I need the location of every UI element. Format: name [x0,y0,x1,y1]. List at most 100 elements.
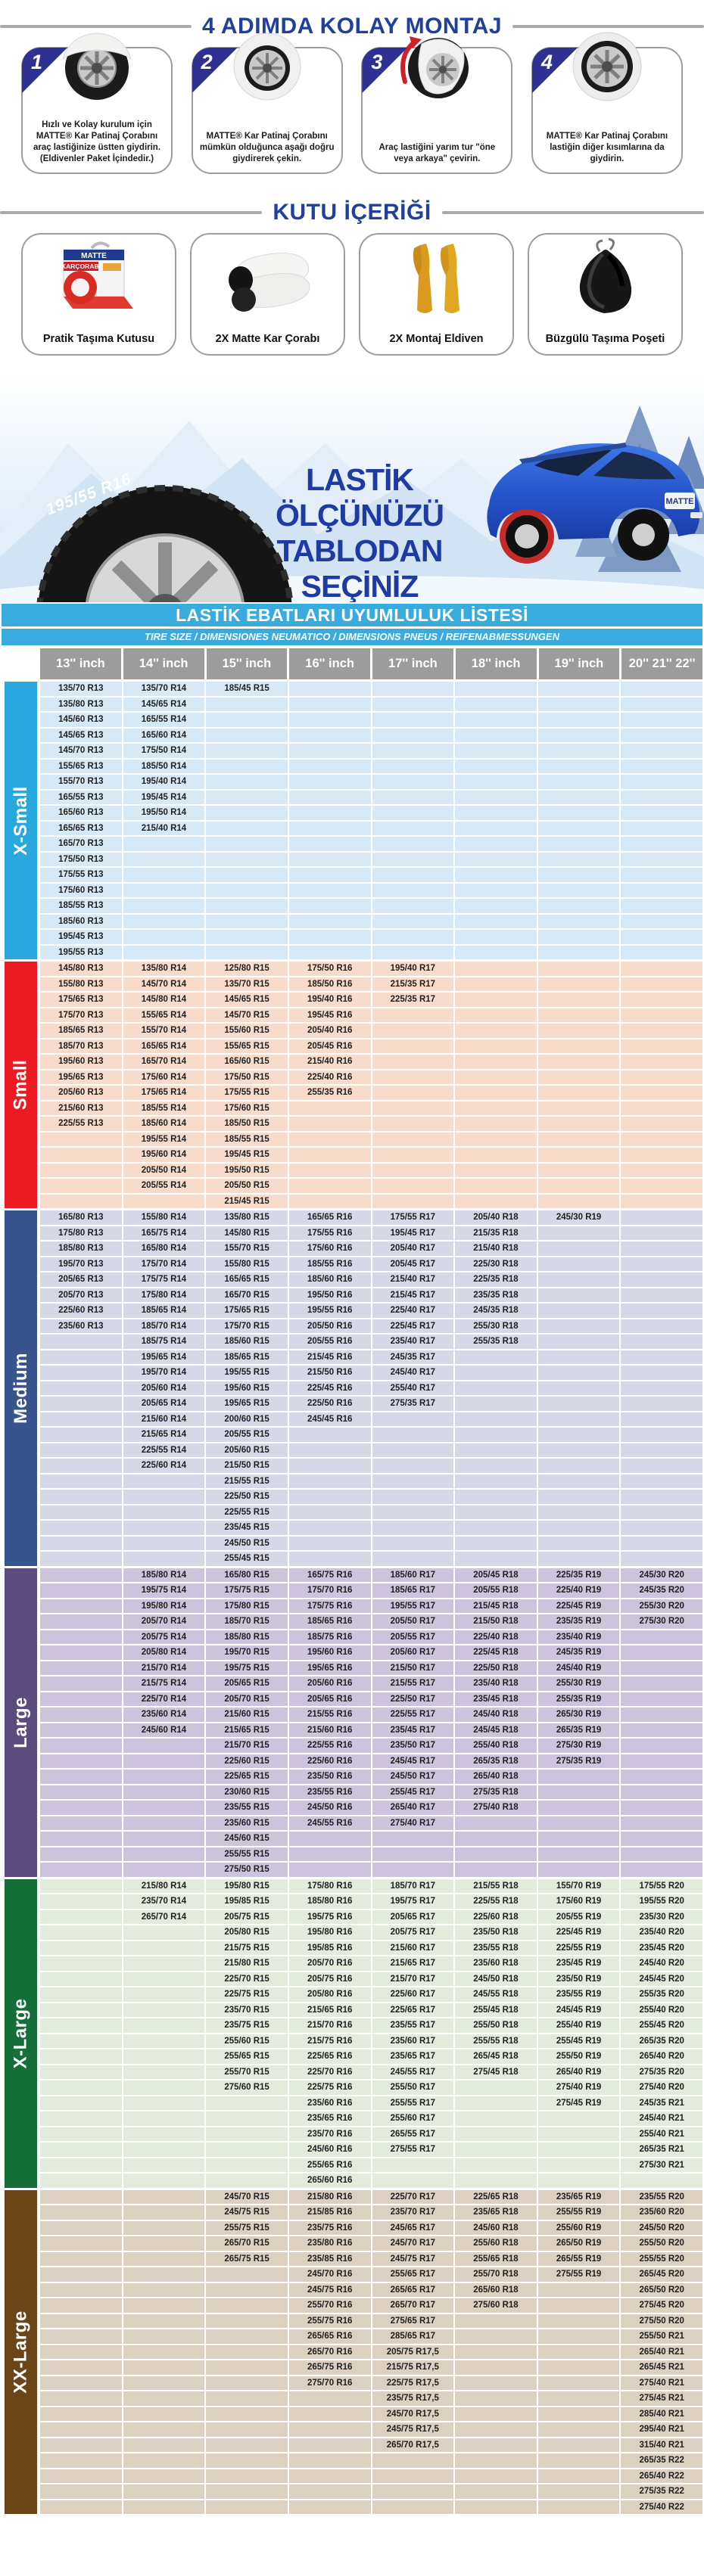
tire-size-cell: 275/40 R22 [621,2500,702,2514]
tire-illustration-large [36,485,294,602]
column-header: 15'' inch [206,648,288,679]
tire-size-cell [621,945,702,959]
size-section-x-large: X-Large 215/80 R14 195/80 R15 175/80 R16 185… [2,1878,702,2188]
tire-size-cell [537,1132,620,1146]
tire-size-cell [123,2376,205,2390]
step-number-text: 2 [192,48,238,93]
tire-size-cell [40,2080,122,2095]
tire-size-cell: 135/80 R13 [40,697,122,711]
tire-size-cell [455,2407,537,2421]
tire-size-cell [372,914,454,928]
tire-size-cell [40,2003,122,2017]
header-spacer [5,648,37,679]
tire-size-cell: 185/55 R15 [206,1132,288,1146]
tire-size-cell: 235/65 R17 [372,2049,454,2064]
tire-size-cell [123,2034,205,2048]
tire-size-cell [206,821,288,835]
tire-size-cell: 275/40 R19 [537,2080,620,2095]
tire-size-cell: 245/75 R16 [288,2282,371,2297]
tire-size-cell: 215/75 R15 [206,1941,288,1955]
size-category-label: XX-Large [5,2189,37,2514]
tire-size-cell: 225/55 R13 [40,1117,122,1131]
tire-size-cell: 245/60 R15 [206,1832,288,1846]
tire-size-cell: 245/60 R16 [288,2143,371,2157]
tire-size-cell: 265/35 R21 [621,2143,702,2157]
tire-size-cell [288,868,371,882]
tire-size-cell: 185/70 R13 [40,1039,122,1053]
tire-size-cell: 195/45 R13 [40,930,122,944]
step-number: 2 [201,51,213,73]
tire-size-cell [621,962,702,976]
tire-size-cell [288,852,371,866]
tire-size-cell: 215/65 R16 [288,2003,371,2017]
tire-size-cell [621,993,702,1007]
tire-size-cell [537,1381,620,1395]
tire-size-cell: 165/80 R13 [40,1210,122,1225]
tire-size-cell [40,2484,122,2499]
size-category-label: Large [5,1568,37,1877]
tire-size-cell: 195/65 R16 [288,1661,371,1675]
tire-size-cell [372,1132,454,1146]
tire-size-cell [206,2143,288,2157]
tire-size-cell: 235/60 R13 [40,1319,122,1333]
tire-size-cell [123,2345,205,2359]
tire-size-cell: 255/65 R16 [288,2158,371,2172]
tire-size-cell: 205/80 R15 [206,1925,288,1940]
tire-size-cell [537,1101,620,1115]
tire-size-cell: 225/55 R17 [372,1707,454,1722]
tire-size-cell: 245/55 R16 [288,1816,371,1830]
tire-size-cell [40,2158,122,2172]
column-header: 17'' inch [372,648,453,679]
tire-size-cell: 265/35 R19 [537,1723,620,1737]
tire-size-cell: 245/30 R19 [537,1210,620,1225]
tire-size-cell [621,1304,702,1318]
size-category-label: Small [5,962,37,1208]
tire-size-cell [40,1661,122,1675]
tire-size-cell [123,1536,205,1550]
tire-size-cell: 215/75 R16 [288,2034,371,2048]
tire-size-cell [206,2313,288,2328]
tire-size-cell: 195/45 R17 [372,1226,454,1240]
tire-size-cell [455,1350,537,1364]
tire-with-sock-image [193,29,341,104]
tire-size-cell [372,1443,454,1457]
tire-size-cell [123,2329,205,2344]
tire-size-cell: 265/30 R19 [537,1707,620,1722]
tire-size-cell [537,2298,620,2313]
tire-size-cell [40,2298,122,2313]
tire-size-cell: 185/60 R14 [123,1117,205,1131]
tire-size-cell: 235/75 R17,5 [372,2391,454,2406]
tire-size-cell [288,837,371,851]
tire-size-cell: 185/55 R16 [288,1257,371,1271]
tire-size-cell [372,775,454,789]
tire-size-cell [621,1723,702,1737]
tire-size-cell: 205/65 R15 [206,1676,288,1691]
tire-size-cell: 265/40 R17 [372,1801,454,1815]
tire-size-cell [621,1272,702,1287]
tire-size-cell [206,2376,288,2390]
tire-size-cell: 235/50 R18 [455,1925,537,1940]
tire-size-cell: 255/40 R18 [455,1739,537,1753]
tire-size-cell: 275/45 R21 [621,2391,702,2406]
tire-size-cell [455,682,537,696]
tire-size-cell [537,744,620,758]
tire-size-cell: 165/80 R14 [123,1241,205,1256]
tire-size-cell [40,2391,122,2406]
steps-section-title: 4 ADIMDA KOLAY MONTAJ [201,14,503,39]
tire-size-cell: 275/40 R20 [621,2080,702,2095]
tire-size-cell [288,1163,371,1177]
tire-size-cell [537,945,620,959]
tire-size-cell: 185/60 R15 [206,1335,288,1349]
tire-size-cell: 255/60 R18 [455,2236,537,2251]
tire-size-cell: 255/40 R20 [621,2003,702,2017]
tire-size-cell [40,1381,122,1395]
tire-size-cell: 165/75 R14 [123,1226,205,1240]
tire-size-cell [288,1521,371,1535]
size-section-large: Large 185/80 R14 165/80 R15 165/75 R16 185/6… [2,1568,702,1877]
size-section-medium: Medium 165/80 R13 155/80 R14 135/80 R15 165/… [2,1210,702,1566]
tire-size-cell: 275/50 R15 [206,1863,288,1877]
tire-size-cell [537,1039,620,1053]
tire-size-cell: 245/45 R18 [455,1723,537,1737]
tire-size-cell: 165/80 R15 [206,1568,288,1582]
tire-size-cell [206,2422,288,2437]
